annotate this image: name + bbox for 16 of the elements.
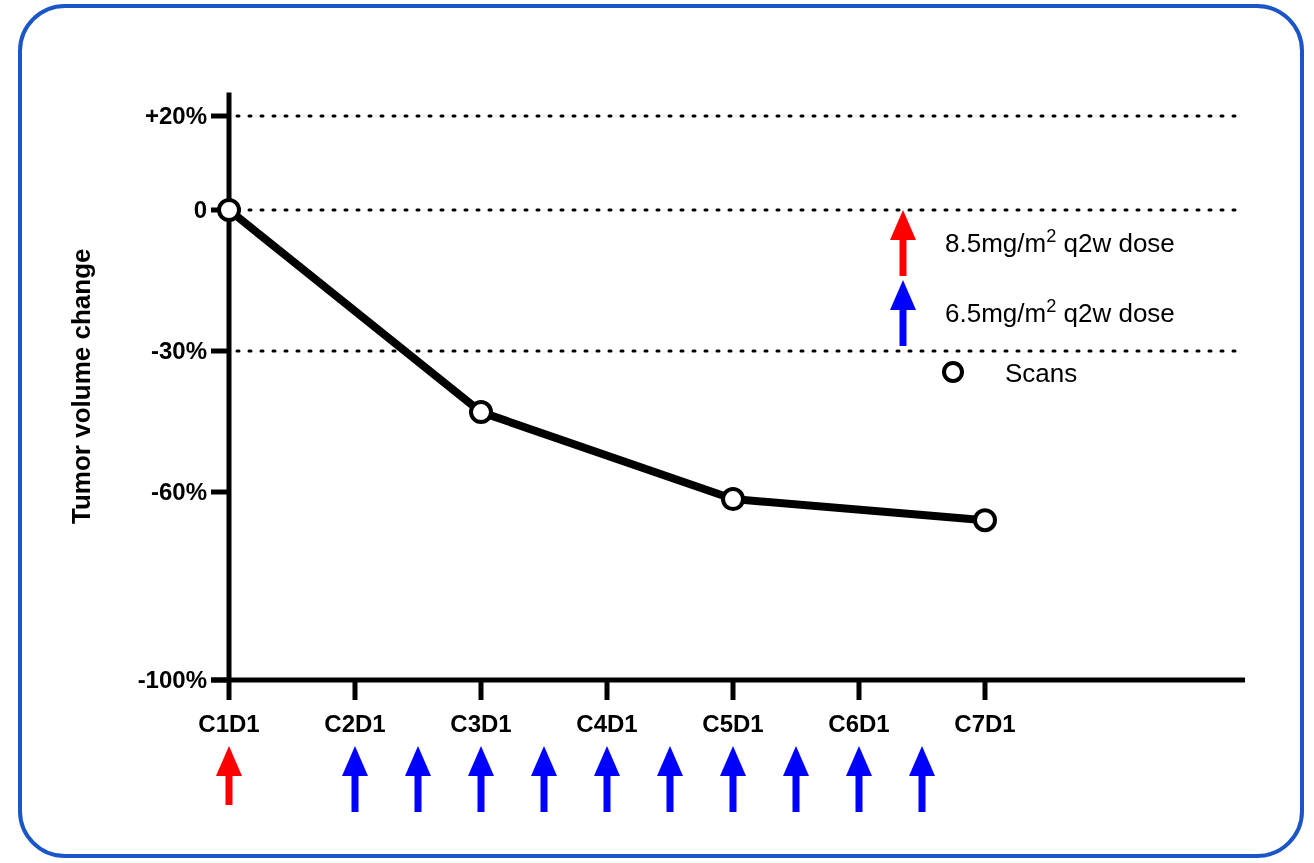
annotation: 6.5mg/m$^{2}$ q2w dose [945, 296, 1175, 328]
y-tick-label: +20% [144, 102, 207, 130]
x-tick-label: C2D1 [324, 710, 386, 737]
x-tick-label: C1D1 [198, 710, 260, 737]
x-tick-label: C6D1 [828, 710, 890, 737]
x-tick-label: C7D1 [954, 710, 1016, 737]
x-tick-label: C5D1 [702, 710, 764, 737]
y-tick-label: -60% [150, 478, 207, 506]
legend-label: Scans [1005, 358, 1078, 388]
y-axis-title: Tumor volume change [66, 248, 96, 524]
x-tick-label: C4D1 [576, 710, 638, 737]
y-tick-label: -100% [137, 666, 207, 694]
y-tick-label: 0 [193, 196, 207, 224]
y-tick-label: -30% [150, 337, 207, 365]
annotation: 8.5mg/m$^{2}$ q2w dose [945, 226, 1175, 258]
x-tick-label: C3D1 [450, 710, 512, 737]
